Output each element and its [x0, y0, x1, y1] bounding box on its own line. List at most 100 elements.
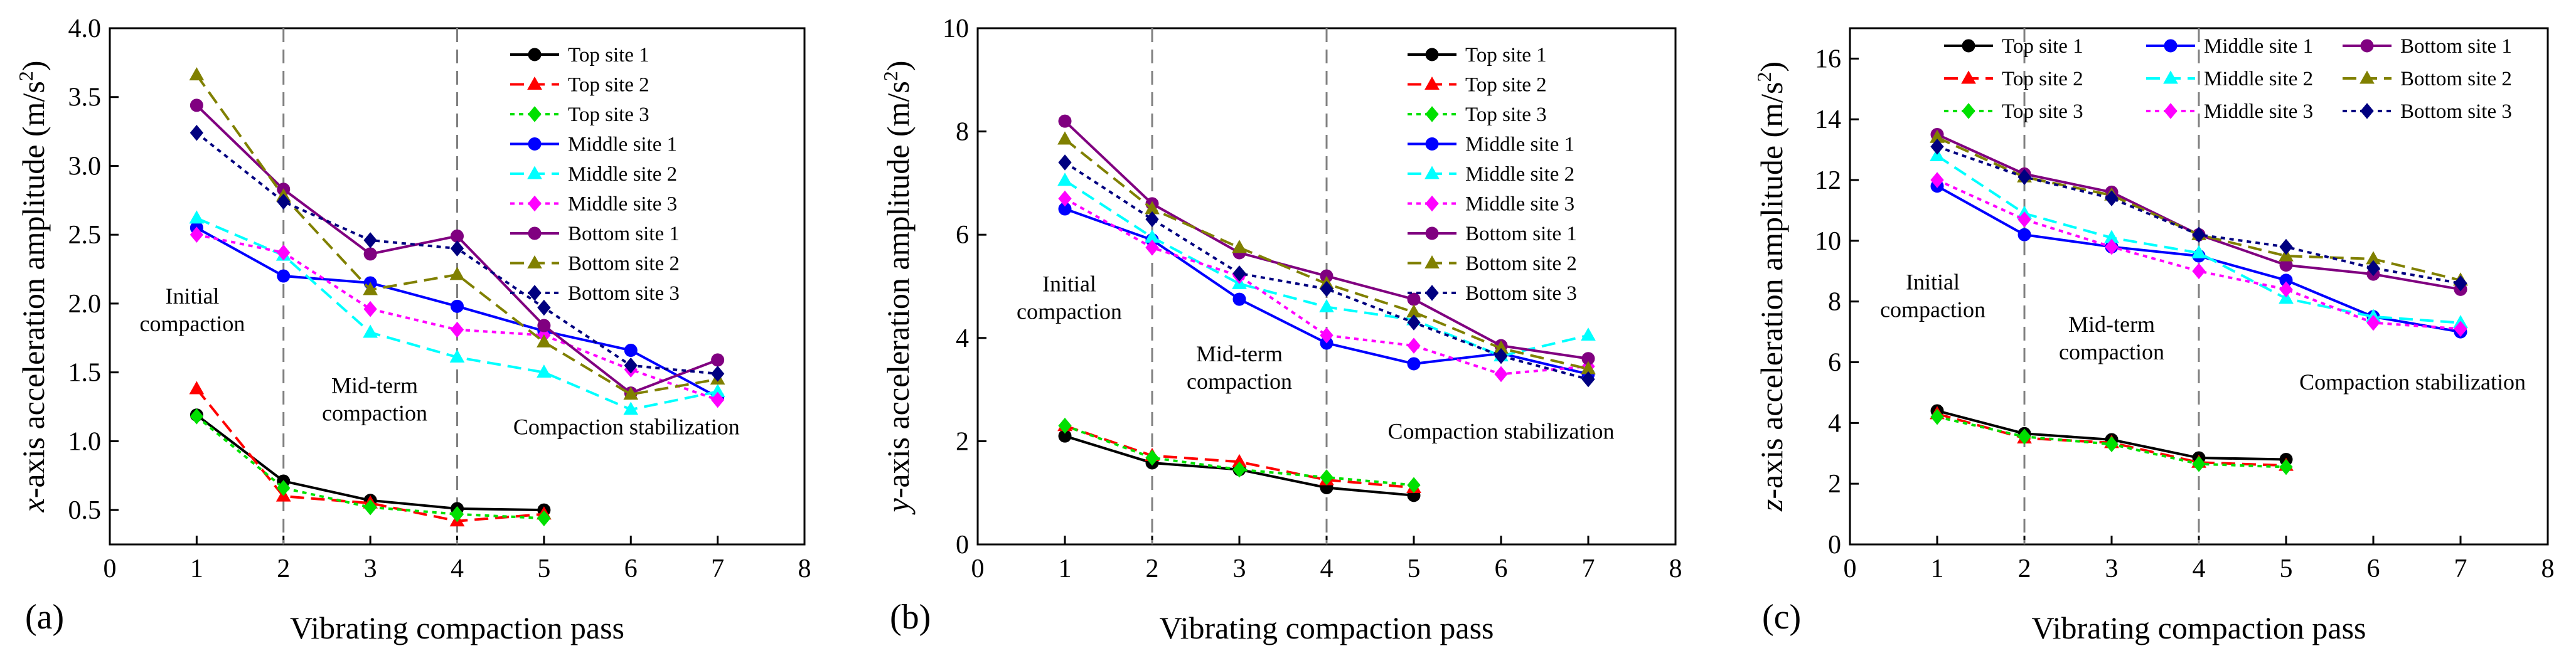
- legend-label: Middle site 1: [568, 134, 677, 156]
- y-tick-label: 1.5: [68, 359, 102, 388]
- legend-item: Top site 2: [1408, 74, 1547, 97]
- y-axis-title-text: -axis acceleration amplitude (m/s: [16, 81, 51, 498]
- y-axis-title-close: ): [880, 61, 916, 72]
- legend-swatch-marker: [528, 226, 542, 240]
- panel-b: 0 1 2 3 4 5 6 7 8 0 2 4 6 8 10 Vibrating compaction pas…: [879, 14, 1682, 645]
- legend: Top site 1 Top site 2 Top site 3 Middle sit…: [1408, 44, 1577, 305]
- data-point: [1407, 292, 1421, 306]
- legend-label: Bottom site 2: [2400, 68, 2512, 90]
- legend-label: Middle site 2: [568, 163, 677, 186]
- y-axis-title-close: ): [1754, 61, 1789, 72]
- x-tick-label: 1: [190, 554, 203, 583]
- x-tick-label: 0: [971, 554, 985, 583]
- legend-item: Top site 1: [1408, 44, 1547, 66]
- phase-annotation: Initial: [1906, 269, 1960, 294]
- x-tick-label: 3: [364, 554, 377, 583]
- legend-label: Middle site 3: [568, 193, 677, 216]
- phase-annotation: compaction: [1187, 369, 1292, 394]
- data-point: [1145, 239, 1159, 256]
- legend-item: Bottom site 2: [1408, 253, 1577, 275]
- y-tick-label: 0: [956, 531, 969, 559]
- x-tick-label: 4: [451, 554, 464, 583]
- phase-annotation: Compaction stabilization: [513, 414, 740, 439]
- data-point: [1058, 190, 1072, 207]
- data-point: [1232, 265, 1246, 282]
- data-point: [449, 267, 465, 280]
- legend-item: Top site 1: [1944, 35, 2083, 58]
- data-point: [277, 193, 291, 210]
- panel-label: (b): [890, 598, 931, 637]
- y-tick-label: 2.5: [68, 221, 102, 250]
- legend-label: Bottom site 3: [1465, 282, 1577, 305]
- data-point: [1057, 172, 1072, 186]
- series-middle-site-3: [1930, 172, 2467, 337]
- legend-swatch-marker: [528, 285, 542, 301]
- legend-swatch-marker: [1961, 70, 1976, 84]
- legend-label: Bottom site 1: [568, 223, 680, 245]
- data-point: [190, 98, 203, 112]
- phase-annotation: compaction: [1880, 297, 1985, 322]
- legend-item: Bottom site 3: [1408, 282, 1577, 305]
- legend-swatch-marker: [528, 137, 542, 151]
- y-axis-title-axis-letter: z: [1754, 499, 1789, 512]
- x-tick-label: 4: [1320, 554, 1333, 583]
- data-point: [450, 321, 464, 338]
- phase-annotation: compaction: [322, 401, 427, 426]
- y-tick-label: 6: [956, 221, 969, 250]
- phase-annotation: compaction: [139, 311, 245, 336]
- data-point: [2105, 238, 2119, 255]
- data-point: [1145, 211, 1159, 228]
- legend-swatch-marker: [2360, 103, 2374, 119]
- data-point: [363, 300, 377, 317]
- data-point: [537, 319, 551, 332]
- data-point: [1581, 327, 1596, 341]
- legend-item: Top site 3: [1944, 100, 2083, 123]
- data-point: [451, 299, 464, 313]
- data-point: [1407, 357, 1421, 371]
- legend-item: Top site 3: [1408, 103, 1547, 126]
- legend-item: Middle site 2: [510, 163, 677, 186]
- y-tick-label: 6: [1828, 349, 1841, 378]
- y-tick-label: 4.0: [68, 14, 102, 43]
- legend-swatch-marker: [1425, 195, 1439, 212]
- data-point: [710, 366, 725, 382]
- series-line: [1064, 424, 1414, 489]
- series-bottom-site-3: [1930, 139, 2467, 292]
- phase-annotation: compaction: [1017, 299, 1122, 324]
- y-axis-title: z-axis acceleration amplitude (m/s2): [1753, 61, 1789, 512]
- data-point: [1320, 469, 1333, 485]
- data-point: [450, 240, 464, 257]
- data-point: [624, 357, 638, 374]
- x-tick-label: 2: [1146, 554, 1159, 583]
- x-tick-label: 6: [2367, 554, 2380, 583]
- data-point: [623, 386, 639, 400]
- data-point: [449, 349, 465, 363]
- data-point: [1320, 327, 1333, 344]
- data-point: [450, 506, 464, 522]
- legend-item: Middle site 3: [2146, 100, 2313, 123]
- y-tick-label: 4: [956, 324, 969, 353]
- data-point: [189, 381, 205, 395]
- data-point: [2192, 263, 2206, 280]
- legend-item: Middle site 2: [1408, 163, 1574, 186]
- legend-item: Bottom site 2: [2343, 68, 2512, 90]
- legend-swatch-marker: [1425, 137, 1439, 151]
- data-point: [1320, 280, 1333, 297]
- panel-a: 0 1 2 3 4 5 6 7 8 0.5 1.0 1.5 2.0 2.5 3.0 3.5 4.0 Vibrati…: [14, 14, 811, 645]
- legend-item: Middle site 3: [510, 193, 677, 216]
- legend-label: Bottom site 3: [2400, 100, 2512, 123]
- data-point: [537, 364, 552, 378]
- data-point: [1407, 314, 1421, 331]
- series-top-site-3: [1058, 417, 1421, 494]
- data-point: [2105, 190, 2119, 206]
- legend-item: Middle site 3: [1408, 193, 1574, 216]
- legend-swatch-marker: [528, 48, 542, 61]
- y-tick-label: 2: [956, 427, 969, 456]
- x-tick-label: 2: [2018, 554, 2031, 583]
- x-tick-label: 6: [624, 554, 638, 583]
- data-point: [2018, 228, 2031, 241]
- data-point: [2366, 314, 2380, 331]
- x-tick-label: 5: [1408, 554, 1421, 583]
- data-point: [623, 401, 639, 415]
- series-top-site-3: [190, 408, 551, 527]
